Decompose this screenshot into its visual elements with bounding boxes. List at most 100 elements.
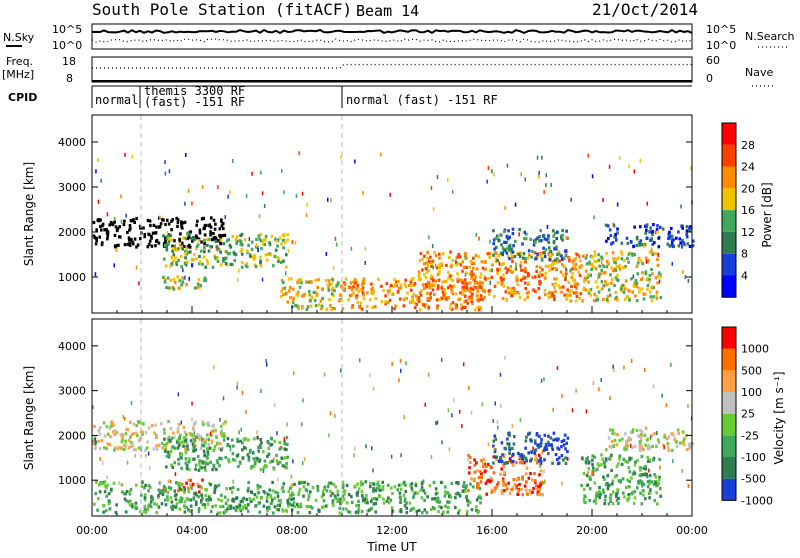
velocity-echo-3 [219, 505, 222, 509]
velocity-echo-1 [180, 456, 183, 460]
velocity-echo-3 [211, 505, 214, 509]
velocity-echo-1 [232, 444, 235, 448]
power-echo-4 [394, 304, 397, 308]
power-noise [646, 201, 648, 206]
velocity-noise [106, 475, 108, 480]
velocity-echo-1 [222, 438, 226, 442]
velocity-echo-1 [258, 444, 262, 448]
velocity-echo-0 [119, 433, 122, 437]
power-echo-1 [219, 238, 223, 242]
velocity-echo-6 [534, 448, 538, 452]
power-echo-5 [442, 293, 445, 297]
velocity-noise [219, 417, 221, 422]
velocity-echo-0 [199, 447, 203, 451]
velocity-echo-3 [247, 486, 250, 490]
velocity-echo-3 [290, 497, 293, 501]
velocity-echo-3 [144, 510, 148, 514]
velocity-echo-6 [551, 447, 554, 452]
velocity-noise [158, 443, 160, 448]
velocity-echo-1 [272, 467, 276, 471]
power-echo-1 [184, 256, 187, 260]
velocity-echo-3 [299, 505, 303, 509]
velocity-echo-1 [286, 455, 289, 459]
velocity-echo-4 [382, 497, 385, 501]
velocity-echo-3 [101, 481, 105, 485]
power-echo-0 [179, 232, 182, 236]
velocity-echo-3 [104, 509, 108, 513]
velocity-echo-3 [276, 495, 280, 499]
power-echo-0 [187, 234, 191, 238]
velocity-noise [174, 435, 176, 440]
power-echo-5 [430, 264, 433, 268]
power-echo-5 [484, 260, 487, 264]
velocity-echo-6 [507, 442, 511, 446]
power-echo-5 [427, 269, 430, 273]
velocity-noise [567, 457, 569, 461]
velocity-echo-0 [188, 432, 192, 436]
velocity-echo-5 [473, 463, 477, 467]
velocity-noise [561, 393, 563, 398]
velocity-echo-4 [475, 505, 478, 509]
velocity-echo-7 [604, 457, 608, 461]
power-echo-5 [571, 260, 574, 264]
power-echo-5 [449, 265, 453, 269]
power-echo-4 [355, 287, 358, 291]
velocity-noise [213, 365, 215, 370]
power-echo-4 [438, 298, 441, 302]
velocity-echo-0 [204, 438, 207, 442]
velocity-echo-8 [607, 436, 611, 440]
power-echo-0 [100, 228, 103, 232]
power-echo-5 [554, 266, 557, 271]
velocity-echo-3 [161, 490, 165, 494]
power-echo-8 [678, 237, 682, 241]
power-echo-4 [357, 289, 361, 293]
power-noise [120, 194, 122, 199]
power-echo-1 [171, 246, 175, 250]
power-echo-5 [455, 263, 458, 267]
velocity-echo-4 [399, 496, 402, 500]
velocity-echo-0 [105, 447, 108, 451]
velocity-echo-7 [645, 475, 649, 479]
velocity-echo-3 [166, 490, 169, 494]
velocity-echo-7 [584, 495, 587, 499]
velocity-echo-4 [477, 509, 481, 513]
power-noise [432, 207, 435, 212]
velocity-echo-3 [309, 490, 312, 494]
velocity-echo-7 [658, 486, 662, 491]
velocity-echo-3 [321, 490, 325, 494]
velocity-echo-0 [97, 429, 101, 433]
velocity-echo-5 [511, 463, 515, 467]
power-echo-5 [554, 282, 558, 286]
power-echo-4 [382, 289, 385, 293]
velocity-echo-1 [186, 444, 189, 448]
power-echo-5 [537, 287, 541, 291]
velocity-echo-5 [482, 457, 486, 461]
power-echo-5 [426, 297, 429, 301]
power-echo-8 [649, 230, 652, 234]
power-echo-7 [613, 283, 616, 288]
power-noise [478, 236, 480, 241]
velocity-echo-7 [591, 462, 594, 467]
power-echo-6 [496, 258, 499, 263]
power-echo-4 [479, 280, 482, 284]
velocity-echo-3 [201, 503, 204, 507]
velocity-noise [292, 459, 294, 464]
velocity-echo-3 [98, 483, 101, 487]
velocity-echo-4 [430, 507, 433, 511]
velocity-echo-4 [475, 498, 479, 502]
power-echo-4 [356, 285, 360, 289]
power-echo-7 [584, 288, 588, 292]
power-echo-0 [222, 226, 225, 231]
velocity-echo-6 [562, 443, 566, 447]
power-echo-1 [246, 249, 249, 253]
velocity-echo-2 [190, 484, 194, 488]
power-echo-3 [329, 304, 332, 308]
velocity-echo-3 [146, 507, 150, 511]
velocity-echo-4 [403, 504, 407, 508]
velocity-echo-5 [521, 477, 524, 481]
velocity-echo-3 [95, 480, 98, 484]
velocity-echo-3 [107, 492, 111, 496]
velocity-echo-0 [144, 431, 148, 435]
power-echo-5 [447, 296, 450, 300]
